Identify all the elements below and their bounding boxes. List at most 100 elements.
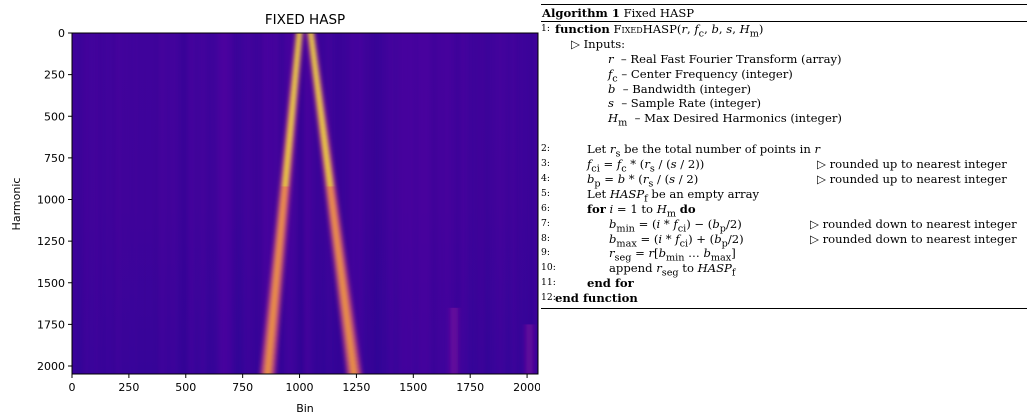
texture-stripe <box>504 33 506 374</box>
texture-stripe <box>164 33 166 374</box>
algo-line-2: 2: Let rs be the total number of points … <box>541 142 821 160</box>
x-tick-label: 500 <box>175 381 196 394</box>
texture-stripe <box>500 33 502 374</box>
texture-stripe <box>338 33 340 374</box>
v-band-streak <box>272 33 304 374</box>
algo-line-12: 12: end function <box>541 291 1027 306</box>
texture-stripe <box>162 33 164 374</box>
texture-stripe <box>108 33 110 374</box>
texture-stripe <box>192 33 194 374</box>
algo-line-8: 8: bmax = (i * fci) + (bp/2) ▷ rounded d… <box>541 231 1017 249</box>
texture-stripe <box>410 33 412 374</box>
texture-stripe <box>360 33 362 374</box>
texture-stripe <box>262 33 264 374</box>
texture-stripe <box>404 33 406 374</box>
algo-line-11: 11: end for <box>541 276 1027 291</box>
texture-stripe <box>244 33 246 374</box>
texture-stripe <box>294 33 296 374</box>
chart-title: FIXED HASP <box>265 12 345 28</box>
y-tick-label: 0 <box>58 27 65 40</box>
texture-stripe <box>72 33 74 374</box>
texture-stripe <box>266 33 268 374</box>
texture-stripe <box>230 33 232 374</box>
x-tick-label: 1750 <box>456 381 484 394</box>
inputs-comment: ▷ Inputs: <box>571 36 626 51</box>
y-tick-label: 2000 <box>37 360 65 373</box>
texture-stripe <box>520 33 522 374</box>
algo-line-6: 6: for i = 1 to Hm do <box>541 201 696 220</box>
texture-stripe <box>428 33 430 374</box>
y-tick-label: 500 <box>44 110 65 123</box>
y-tick-label: 1500 <box>37 277 65 290</box>
texture-stripe <box>494 33 496 374</box>
texture-stripe <box>434 33 436 374</box>
top-rule <box>541 4 1027 5</box>
line-number: 12: <box>541 292 556 304</box>
algo-input-s: s – Sample Rate (integer) <box>608 96 762 111</box>
texture-stripe <box>220 33 222 374</box>
texture-stripe <box>532 33 534 374</box>
texture-stripe <box>342 33 344 374</box>
line-number: 6: <box>541 202 550 214</box>
algo-line-10: 10: append rseg to HASPf <box>541 261 736 279</box>
x-tick-label: 250 <box>118 381 139 394</box>
algo-input-hm: Hm – Max Desired Harmonics (integer) <box>608 111 842 129</box>
algo-input-fc: fc – Center Frequency (integer) <box>608 66 793 84</box>
texture-stripe <box>354 33 356 374</box>
texture-stripe <box>452 33 454 374</box>
texture-stripe <box>74 33 76 374</box>
texture-stripe <box>98 33 100 374</box>
texture-stripe <box>454 33 456 374</box>
texture-stripe <box>234 33 236 374</box>
texture-stripe <box>94 33 96 374</box>
texture-stripe <box>124 33 126 374</box>
texture-stripe <box>158 33 160 374</box>
texture-stripe <box>224 33 226 374</box>
texture-stripe <box>246 33 248 374</box>
texture-stripe <box>368 33 370 374</box>
line-number: 2: <box>541 143 550 155</box>
texture-stripe <box>372 33 374 374</box>
texture-stripe <box>304 33 306 374</box>
x-tick-label: 0 <box>69 381 76 394</box>
texture-stripe <box>456 33 458 374</box>
texture-stripe <box>302 33 304 374</box>
texture-stripe <box>398 33 400 374</box>
texture-stripe <box>96 33 98 374</box>
texture-stripe <box>422 33 424 374</box>
comment: ▷ rounded down to nearest integer <box>810 216 1017 231</box>
fixed-hasp-figure: FIXED HASP 0 250 500 750 1000 1250 1500 1750 200… <box>10 12 540 415</box>
texture-stripe <box>382 33 384 374</box>
texture-stripe <box>468 33 470 374</box>
v-band-streak <box>311 33 362 374</box>
texture-stripe <box>180 33 182 374</box>
line-number: 3: <box>541 158 550 170</box>
texture-stripe <box>270 33 272 374</box>
algorithm-block: Algorithm 1 Fixed HASP 1: function Fixed… <box>541 4 1027 310</box>
line-number: 11: <box>541 277 556 289</box>
texture-stripe <box>84 33 86 374</box>
texture-stripe <box>118 33 120 374</box>
texture-stripe <box>306 33 308 374</box>
texture-stripe <box>138 33 140 374</box>
texture-stripe <box>88 33 90 374</box>
texture-stripe <box>534 33 536 374</box>
texture-stripe <box>498 33 500 374</box>
texture-stripe <box>426 33 428 374</box>
algorithm-title: Algorithm 1 Fixed HASP <box>541 5 1027 21</box>
plot-frame <box>71 32 539 375</box>
texture-stripe <box>104 33 106 374</box>
texture-stripe <box>100 33 102 374</box>
x-tick-label: 1250 <box>342 381 370 394</box>
texture-stripe <box>308 33 310 374</box>
texture-stripe <box>474 33 476 374</box>
texture-stripe <box>512 33 514 374</box>
texture-stripe <box>460 33 462 374</box>
texture-stripe <box>484 33 486 374</box>
texture-stripe <box>260 33 262 374</box>
texture-stripe <box>290 33 292 374</box>
texture-stripe <box>264 33 266 374</box>
texture-stripe <box>462 33 464 374</box>
texture-stripe <box>174 33 176 374</box>
texture-stripe <box>400 33 402 374</box>
